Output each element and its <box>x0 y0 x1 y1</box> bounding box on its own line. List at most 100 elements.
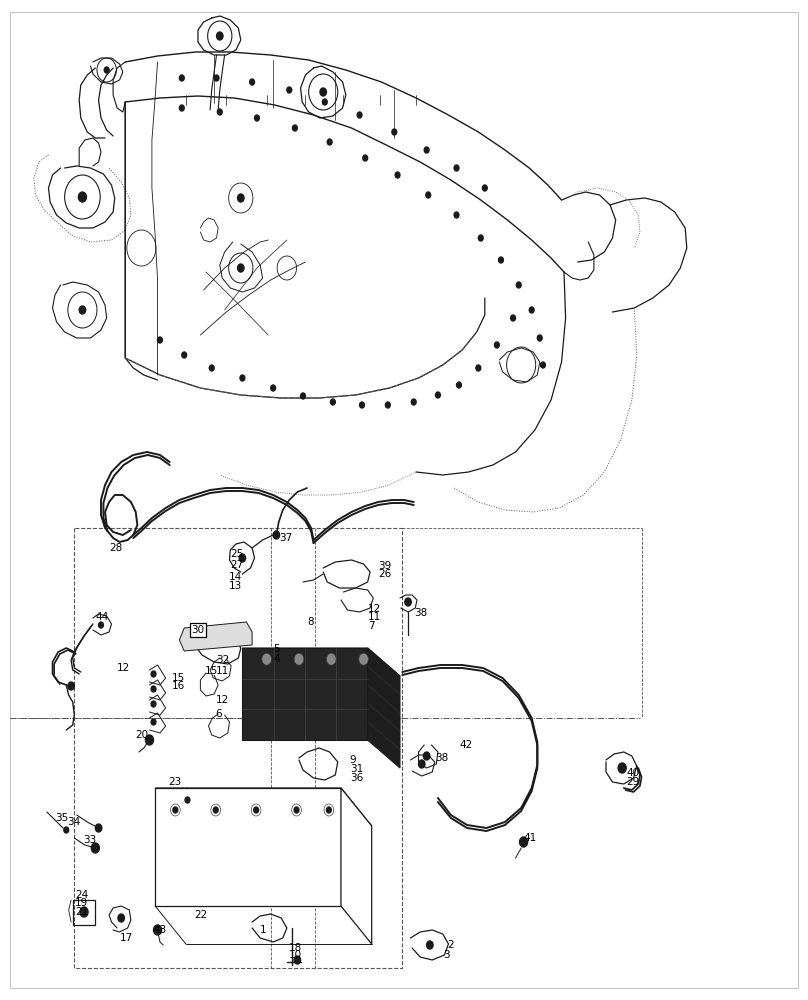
Text: 15: 15 <box>172 673 185 683</box>
Circle shape <box>363 155 368 161</box>
Text: 12: 12 <box>368 604 381 614</box>
Circle shape <box>158 337 162 343</box>
Circle shape <box>322 99 327 105</box>
Text: 22: 22 <box>194 910 207 920</box>
Circle shape <box>151 671 156 677</box>
Circle shape <box>482 185 487 191</box>
Text: 34: 34 <box>67 817 80 827</box>
Text: 6: 6 <box>216 709 222 719</box>
Polygon shape <box>341 788 372 944</box>
Text: 19: 19 <box>75 898 88 908</box>
Text: 15: 15 <box>204 666 217 676</box>
Text: 39: 39 <box>378 561 391 571</box>
Circle shape <box>217 109 222 115</box>
Circle shape <box>385 402 390 408</box>
Circle shape <box>79 306 86 314</box>
Text: 5: 5 <box>273 644 280 654</box>
Circle shape <box>294 956 301 964</box>
Circle shape <box>154 925 162 935</box>
Circle shape <box>271 385 276 391</box>
Text: 30: 30 <box>191 625 204 635</box>
Polygon shape <box>368 648 400 768</box>
Circle shape <box>294 653 304 665</box>
Text: 7: 7 <box>368 621 374 631</box>
Text: 4: 4 <box>273 654 280 664</box>
Text: 25: 25 <box>230 549 243 559</box>
Circle shape <box>520 837 528 847</box>
Circle shape <box>238 194 244 202</box>
Text: 38: 38 <box>414 608 427 618</box>
Circle shape <box>185 797 190 803</box>
Circle shape <box>541 362 545 368</box>
Text: 24: 24 <box>75 890 88 900</box>
Circle shape <box>457 382 461 388</box>
Circle shape <box>537 335 542 341</box>
Circle shape <box>326 653 336 665</box>
Text: 44: 44 <box>95 612 108 622</box>
Circle shape <box>419 760 425 768</box>
Text: 37: 37 <box>279 533 292 543</box>
Circle shape <box>78 192 86 202</box>
Circle shape <box>182 352 187 358</box>
Circle shape <box>91 843 99 853</box>
Text: 11: 11 <box>216 666 229 676</box>
Text: 38: 38 <box>435 753 448 763</box>
Text: 21: 21 <box>75 907 88 917</box>
Text: 17: 17 <box>120 933 133 943</box>
Circle shape <box>405 598 411 606</box>
Text: 11: 11 <box>368 612 381 622</box>
Circle shape <box>454 212 459 218</box>
Circle shape <box>516 282 521 288</box>
Circle shape <box>238 264 244 272</box>
Circle shape <box>273 531 280 539</box>
Text: 12: 12 <box>216 695 229 705</box>
Text: 20: 20 <box>135 730 148 740</box>
Text: 29: 29 <box>626 777 639 787</box>
Circle shape <box>423 752 430 760</box>
Circle shape <box>424 147 429 153</box>
Circle shape <box>327 654 335 664</box>
Circle shape <box>99 622 103 628</box>
Circle shape <box>618 763 626 773</box>
Text: 32: 32 <box>216 655 229 665</box>
Bar <box>73 900 95 925</box>
Text: 36: 36 <box>350 773 363 783</box>
Circle shape <box>320 88 326 96</box>
Text: 35: 35 <box>55 813 68 823</box>
Circle shape <box>104 67 109 73</box>
Circle shape <box>395 172 400 178</box>
Circle shape <box>326 807 331 813</box>
Circle shape <box>294 807 299 813</box>
Circle shape <box>179 105 184 111</box>
Circle shape <box>240 375 245 381</box>
Text: 27: 27 <box>230 560 243 570</box>
Circle shape <box>80 907 88 917</box>
Text: 23: 23 <box>168 777 181 787</box>
Circle shape <box>239 554 246 562</box>
Circle shape <box>427 941 433 949</box>
Text: 16: 16 <box>172 681 185 691</box>
Circle shape <box>209 365 214 371</box>
Circle shape <box>292 125 297 131</box>
Text: 3: 3 <box>443 950 449 960</box>
Circle shape <box>392 129 397 135</box>
Circle shape <box>330 399 335 405</box>
Text: 9: 9 <box>350 755 356 765</box>
Circle shape <box>255 115 259 121</box>
Circle shape <box>476 365 481 371</box>
Circle shape <box>250 79 255 85</box>
Circle shape <box>360 402 364 408</box>
Circle shape <box>263 654 271 664</box>
Circle shape <box>454 165 459 171</box>
Text: 2: 2 <box>447 940 453 950</box>
Text: 28: 28 <box>109 543 122 553</box>
Circle shape <box>213 807 218 813</box>
Circle shape <box>327 139 332 145</box>
Text: 26: 26 <box>378 569 391 579</box>
Text: 43: 43 <box>154 925 166 935</box>
Text: 42: 42 <box>459 740 472 750</box>
Circle shape <box>214 75 219 81</box>
Circle shape <box>179 75 184 81</box>
Text: 41: 41 <box>524 833 537 843</box>
Text: 12: 12 <box>117 663 130 673</box>
